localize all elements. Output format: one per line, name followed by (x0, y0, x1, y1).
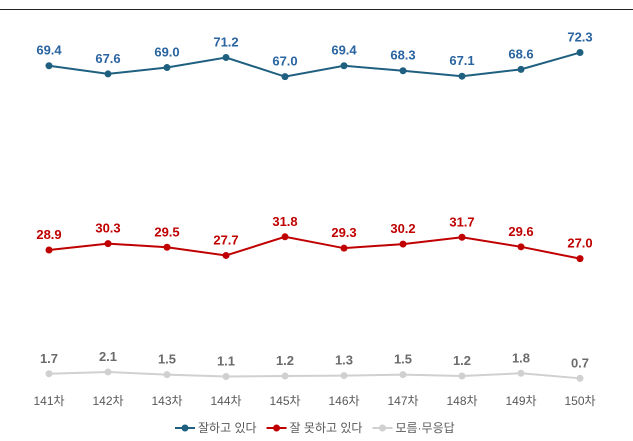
data-label: 29.6 (508, 224, 533, 239)
data-label: 1.5 (394, 352, 412, 367)
data-point (458, 233, 466, 241)
legend-item: 잘 못하고 있다 (266, 421, 363, 435)
data-point (45, 370, 53, 378)
data-point (399, 371, 407, 379)
data-label: 1.2 (453, 353, 471, 368)
data-label: 27.0 (567, 236, 592, 251)
data-point (399, 67, 407, 75)
x-tick-label: 148차 (446, 394, 477, 408)
data-label: 2.1 (99, 349, 117, 364)
data-point (340, 244, 348, 252)
data-label: 1.1 (217, 353, 235, 368)
data-label: 0.7 (571, 355, 589, 370)
data-point (45, 62, 53, 70)
legend-marker (378, 424, 386, 432)
legend-marker (273, 424, 281, 432)
legend-marker (181, 424, 189, 432)
series-line (48, 235, 581, 260)
data-point (281, 233, 289, 241)
data-label: 68.6 (508, 46, 533, 61)
data-point (576, 374, 584, 382)
data-label: 1.3 (335, 353, 353, 368)
data-label: 30.2 (390, 221, 415, 236)
data-point (104, 368, 112, 376)
data-point (458, 72, 466, 80)
data-point (163, 64, 171, 72)
data-label: 29.3 (331, 225, 356, 240)
data-label: 67.0 (272, 54, 297, 69)
series-line (48, 51, 581, 78)
data-label: 27.7 (213, 232, 238, 247)
data-point (458, 372, 466, 380)
data-label: 69.0 (154, 45, 179, 60)
x-tick-label: 150차 (564, 394, 595, 408)
data-label: 30.3 (95, 221, 120, 236)
data-label: 28.9 (36, 227, 61, 242)
data-point (340, 62, 348, 70)
legend-item: 모름·무응답 (372, 421, 455, 435)
series-2: 28.9 30.3 29.5 27.7 31.8 29.3 30.2 31.7 29.6 27.0 (36, 214, 593, 263)
data-label: 29.5 (154, 224, 179, 239)
data-label: 72.3 (567, 30, 592, 45)
data-label: 69.4 (36, 43, 62, 58)
data-label: 1.8 (512, 350, 530, 365)
data-point (576, 49, 584, 57)
data-point (517, 369, 525, 377)
x-tick-label: 142차 (92, 394, 123, 408)
data-point (399, 240, 407, 248)
x-tick-label: 146차 (328, 394, 359, 408)
x-tick-label: 141차 (33, 394, 64, 408)
data-label: 31.7 (449, 214, 474, 229)
data-point (281, 73, 289, 81)
data-point (104, 70, 112, 78)
x-tick-label: 144차 (210, 394, 241, 408)
series-1: 69.4 67.6 69.0 71.2 67.0 69.4 68.3 67.1 68.6 72.3 (36, 30, 593, 81)
data-label: 31.8 (272, 214, 297, 229)
data-label: 71.2 (213, 35, 238, 50)
data-point (222, 54, 230, 62)
legend-label: 모름·무응답 (395, 421, 454, 435)
series-3: 1.7 2.1 1.5 1.1 1.2 1.3 1.5 1.2 1.8 0.7 (40, 349, 589, 382)
legend-item: 잘하고 있다 (175, 421, 257, 435)
data-label: 1.2 (276, 353, 294, 368)
data-label: 67.6 (95, 51, 120, 66)
data-label: 1.5 (158, 352, 176, 367)
data-point (222, 251, 230, 259)
data-point (517, 243, 525, 251)
legend-label: 잘하고 있다 (198, 421, 257, 435)
data-point (281, 372, 289, 380)
x-tick-label: 149차 (505, 394, 536, 408)
data-point (45, 246, 53, 254)
x-tick-label: 143차 (151, 394, 182, 408)
data-point (576, 255, 584, 263)
data-point (340, 372, 348, 380)
data-label: 68.3 (390, 48, 415, 63)
data-point (163, 243, 171, 251)
x-tick-label: 147차 (387, 394, 418, 408)
data-point (104, 240, 112, 248)
x-tick-label: 145차 (269, 394, 300, 408)
data-point (222, 372, 230, 380)
data-label: 1.7 (40, 351, 58, 366)
data-label: 69.4 (331, 43, 357, 58)
legend-label: 잘 못하고 있다 (290, 421, 363, 435)
data-point (517, 65, 525, 73)
data-label: 67.1 (449, 53, 474, 68)
series-line (48, 370, 581, 380)
data-point (163, 371, 171, 379)
legend: 잘하고 있다 잘 못하고 있다 모름·무응답 (175, 421, 455, 435)
